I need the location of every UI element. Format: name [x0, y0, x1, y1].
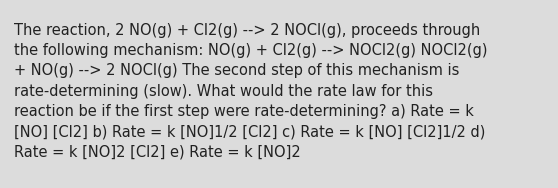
- Text: The reaction, 2 NO(g) + Cl2(g) --> 2 NOCl(g), proceeds through
the following mec: The reaction, 2 NO(g) + Cl2(g) --> 2 NOC…: [14, 23, 488, 160]
